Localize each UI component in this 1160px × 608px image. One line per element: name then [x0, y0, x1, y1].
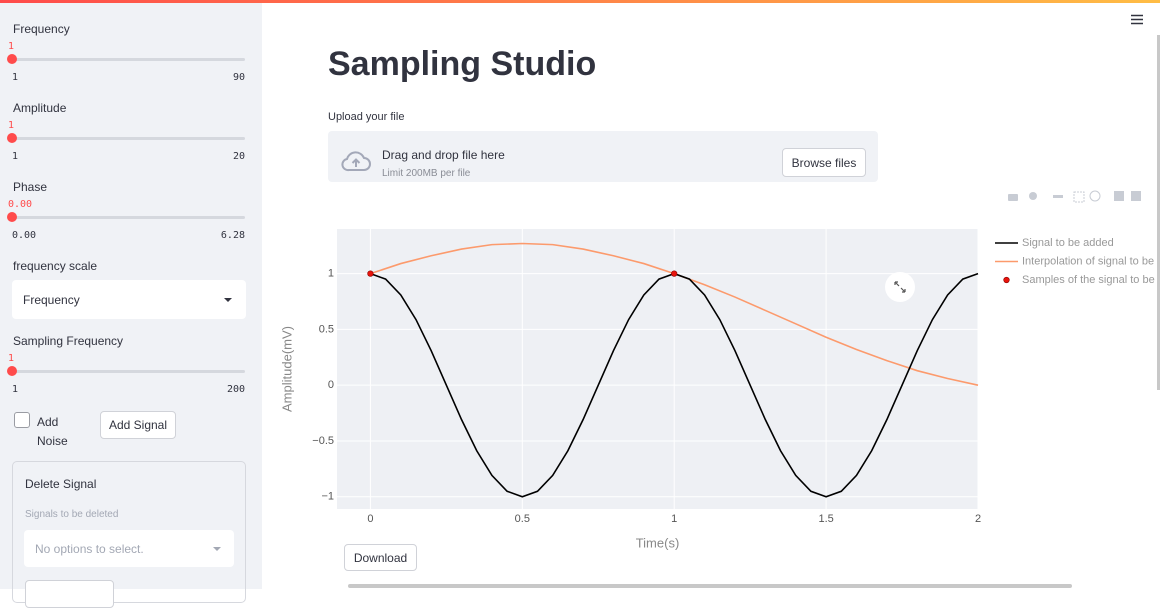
top-decoration — [0, 0, 1160, 3]
legend-label: Signal to be added — [1022, 237, 1114, 249]
modebar — [1008, 190, 1141, 203]
x-tick-label: 1 — [671, 513, 677, 525]
checkbox-label: Add Noise — [37, 415, 68, 448]
slider-value: 1 — [8, 120, 15, 131]
expand-button[interactable] — [885, 272, 915, 302]
slider-value: 0.00 — [8, 199, 33, 210]
x-axis-title: Time(s) — [636, 535, 680, 550]
slider-track — [12, 137, 245, 140]
button[interactable] — [25, 580, 114, 608]
dropdown-arrow — [224, 298, 232, 302]
legend-label: Interpolation of signal to be — [1022, 255, 1154, 267]
slider-min: 1 — [12, 384, 19, 395]
x-tick-label: 2 — [975, 513, 981, 525]
frequency-scale-select[interactable]: Frequency — [12, 280, 246, 319]
slider-label: Amplitude — [13, 101, 67, 115]
uploader-label: Upload your file — [328, 111, 405, 123]
uploader-limit: Limit 200MB per file — [382, 168, 471, 179]
slider-handle[interactable] — [7, 54, 17, 64]
slider-label: Phase — [13, 180, 48, 194]
slider-track — [12, 58, 245, 61]
slider-handle[interactable] — [7, 212, 17, 222]
legend-swatch — [1003, 276, 1010, 284]
uploader-prompt: Drag and drop file here — [382, 148, 505, 162]
download-button[interactable]: Download — [344, 544, 417, 571]
slider-max: 200 — [226, 384, 245, 395]
checkbox[interactable] — [14, 412, 30, 428]
slider-value: 1 — [8, 353, 15, 364]
legend-label: Samples of the signal to be — [1022, 274, 1155, 286]
y-tick-label: −0.5 — [312, 435, 334, 447]
slider-min: 1 — [12, 72, 19, 83]
slider-min: 0.00 — [12, 230, 37, 241]
y-tick-label: 0 — [328, 379, 334, 391]
panel-title: Delete Signal — [25, 477, 97, 491]
select-label: Signals to be deleted — [25, 509, 119, 520]
select-value: Frequency — [23, 292, 80, 307]
dropdown-arrow — [213, 547, 221, 551]
slider-handle[interactable] — [7, 366, 17, 376]
plot-area — [337, 229, 978, 509]
slider-max: 90 — [232, 72, 245, 83]
placeholder: No options to select. — [35, 541, 144, 556]
y-tick-label: 1 — [328, 268, 334, 280]
slider-track — [12, 216, 245, 219]
y-tick-label: −1 — [321, 491, 334, 503]
y-tick-label: 0.5 — [319, 323, 334, 335]
add-signal-button[interactable]: Add Signal — [100, 411, 176, 439]
x-tick-label: 0.5 — [515, 513, 530, 525]
h-scrollbar — [348, 584, 1072, 588]
scrollbar — [1157, 35, 1160, 390]
slider-label: Sampling Frequency — [13, 334, 124, 348]
select-label: frequency scale — [13, 259, 98, 273]
menu-icon[interactable] — [1131, 14, 1143, 25]
slider-track — [12, 370, 245, 373]
browse-button[interactable]: Browse files — [782, 148, 866, 177]
sample-marker — [367, 270, 374, 277]
expand-icon — [894, 281, 906, 293]
slider-value: 1 — [8, 41, 15, 52]
delete-select[interactable]: No options to select. — [24, 530, 234, 567]
sample-marker — [671, 270, 678, 277]
chart: 0 0.5 1 1.5 2 −1 −0.5 0 0.5 1 Time(s) Amplitude(mV)… — [280, 190, 1155, 550]
y-axis-title: Amplitude(mV) — [280, 326, 294, 412]
slider-max: 20 — [232, 151, 245, 162]
x-tick-label: 1.5 — [818, 513, 833, 525]
x-tick-label: 0 — [367, 513, 373, 525]
slider-max: 6.28 — [220, 230, 245, 241]
slider-min: 1 — [12, 151, 19, 162]
slider-label: Frequency — [13, 22, 70, 36]
app-title: Sampling Studio — [328, 45, 597, 83]
cloud-icon — [341, 151, 371, 172]
slider-handle[interactable] — [7, 133, 17, 143]
